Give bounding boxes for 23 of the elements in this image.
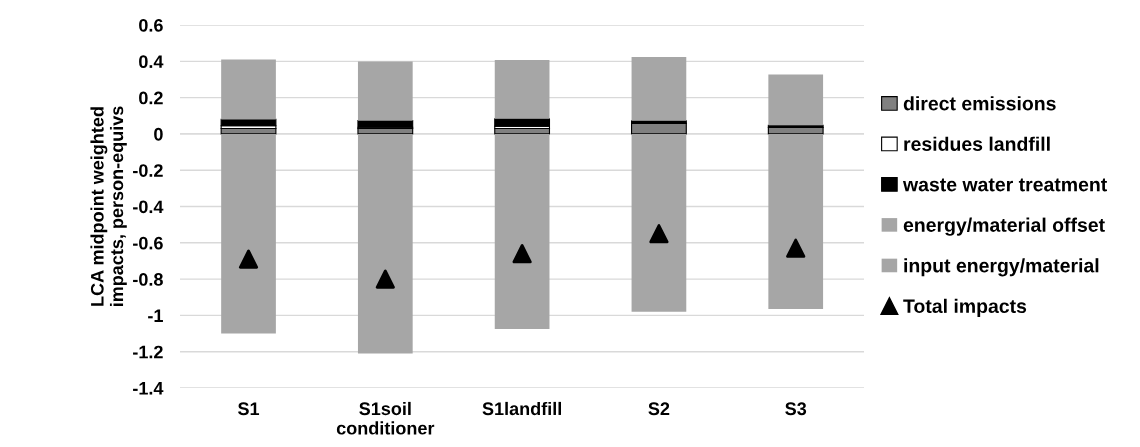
- legend-label: energy/material offset: [903, 217, 1105, 236]
- legend-label: Total impacts: [903, 298, 1027, 317]
- y-tick-label: 0.6: [139, 18, 163, 32]
- y-tick-label: -1.4: [133, 382, 164, 395]
- x-tick-label: S1landfill: [482, 401, 561, 416]
- legend-label: direct emissions: [903, 96, 1056, 111]
- y-tick-label: 0.4: [139, 55, 164, 69]
- y-tick-label: 0: [154, 127, 163, 141]
- y-tick-label: -0.4: [133, 200, 164, 214]
- legend-label: residues landfill: [904, 136, 1050, 151]
- x-tick-label: S3: [785, 402, 807, 416]
- y-tick-label: -0.2: [133, 164, 163, 177]
- legend-label: waste water treatment: [902, 178, 1108, 192]
- y-axis-title: LCA midpoint weighted impacts, person-equivs: [90, 106, 127, 307]
- y-tick-label: -1.2: [133, 345, 163, 359]
- y-tick-label: 0.2: [139, 91, 163, 105]
- x-tick-label: S1: [238, 402, 260, 416]
- y-tick-label: -0.8: [133, 273, 163, 286]
- legend-label: input energy/material: [904, 258, 1099, 277]
- y-tick-label: -1: [148, 309, 163, 322]
- y-tick-label: -0.6: [133, 236, 163, 250]
- x-tick-label: S2: [648, 402, 670, 416]
- x-tick-label: S1soil conditioner: [336, 401, 435, 435]
